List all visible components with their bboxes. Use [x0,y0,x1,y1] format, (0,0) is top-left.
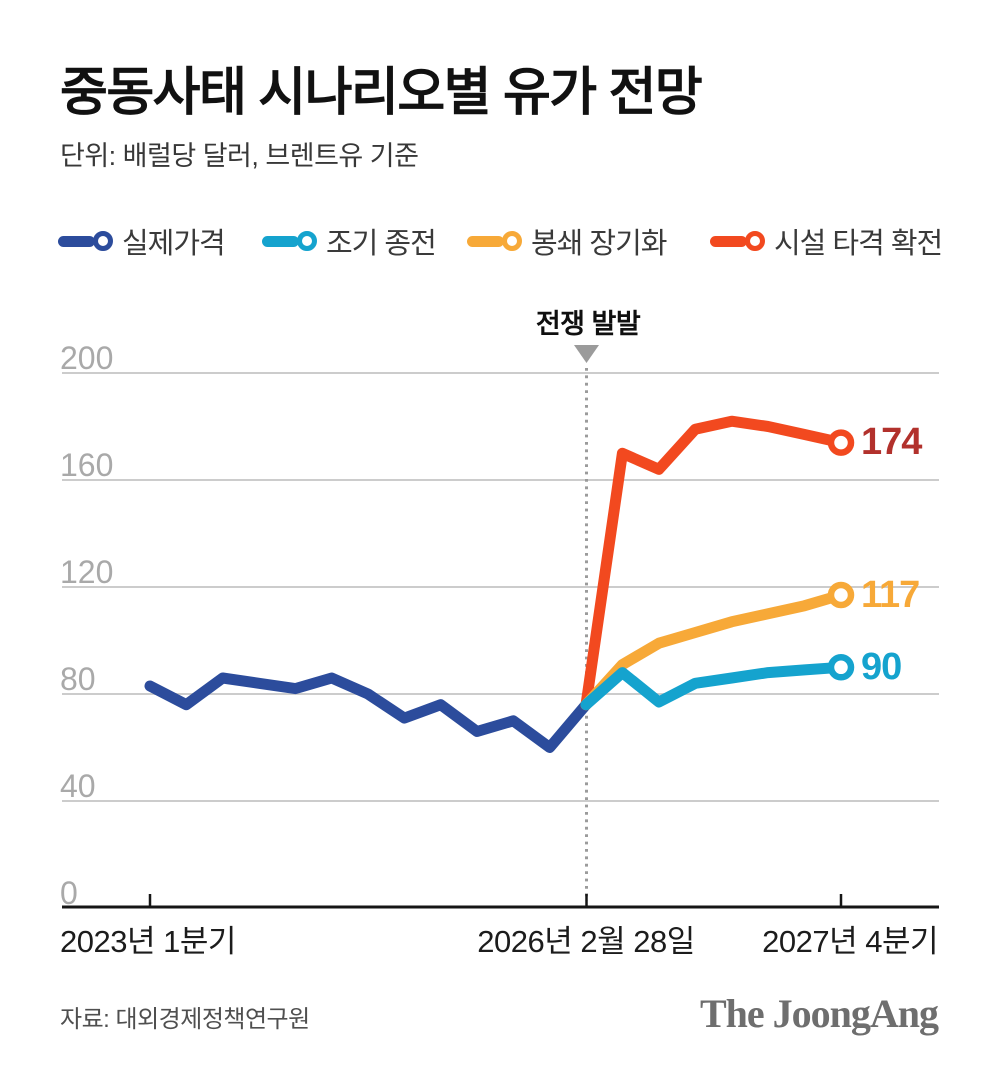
legend-open-circle-icon [93,231,113,251]
series-early-end-line [580,661,847,711]
legend: 실제가격 조기 종전 봉쇄 장기화 시설 타격 확전 [0,222,1000,262]
event-annotation-label: 전쟁 발발 [535,309,641,339]
legend-label: 봉쇄 장기화 [531,228,667,260]
page-title: 중동사태 시나리오별 유가 전망 [60,64,703,122]
x-tick-label-end: 2027년 4분기 [762,924,938,959]
y-tick-label-0: 0 [60,875,78,911]
legend-open-circle-icon [502,231,522,251]
source-credit: 자료: 대외경제정책연구원 [60,1006,310,1033]
series-blockade-line [580,589,847,711]
end-value-early-end: 90 [861,646,902,688]
series-escalation-line [580,415,847,711]
series-blockade-end-marker [827,581,855,609]
y-tick-label-160: 160 [60,447,114,483]
legend-label: 시설 타격 확전 [774,228,943,260]
x-axis-ticks [148,894,843,906]
end-value-blockade: 117 [861,574,920,616]
legend-item-early-end: 조기 종전 [262,222,437,260]
legend-open-circle-icon [297,231,317,251]
y-tick-label-40: 40 [60,768,96,804]
legend-line-swatch [467,235,504,247]
legend-item-blockade: 봉쇄 장기화 [467,222,667,260]
event-marker-triangle-icon [574,345,599,363]
y-tick-label-80: 80 [60,661,96,697]
y-tick-label-200: 200 [60,340,114,376]
legend-item-actual-price: 실제가격 [58,222,226,260]
joongang-logo: The JoongAng [699,991,939,1036]
gridlines [62,372,939,802]
legend-label: 조기 종전 [326,228,437,260]
unit-note: 단위: 배럴당 달러, 브렌트유 기준 [60,141,419,171]
legend-line-swatch [262,235,299,247]
x-tick-label-event: 2026년 2월 28일 [477,924,695,959]
legend-line-swatch [710,235,747,247]
series-early-end-end-marker [827,654,855,681]
legend-line-swatch [58,235,95,247]
end-value-escalation: 174 [861,421,922,463]
legend-item-escalation: 시설 타격 확전 [710,222,943,260]
legend-open-circle-icon [745,231,765,251]
y-tick-label-120: 120 [60,554,114,590]
legend-label: 실제가격 [122,228,226,260]
series-actual-price-line [144,672,592,753]
series-escalation-end-marker [827,429,855,456]
x-tick-label-start: 2023년 1분기 [60,924,236,959]
